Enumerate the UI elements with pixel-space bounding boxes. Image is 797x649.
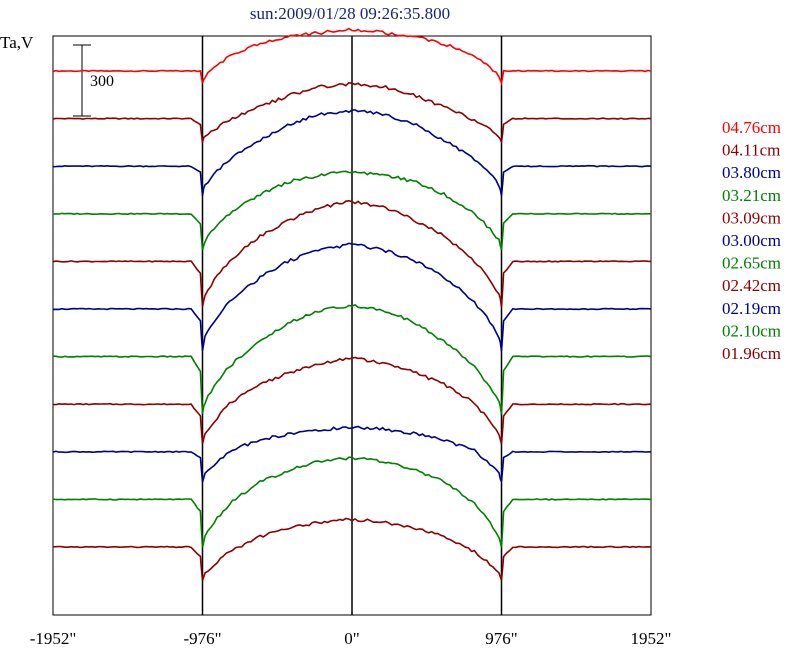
- vertical-guide-lines: [201, 36, 503, 615]
- series-lines: [52, 27, 652, 581]
- legend-item: 04.11cm: [722, 141, 780, 160]
- legend-item: 01.96cm: [722, 344, 781, 363]
- series-line-02.42cm: [53, 356, 652, 445]
- legend-item: 03.00cm: [722, 231, 781, 250]
- chart-title: sun:2009/01/28 09:26:35.800: [250, 4, 450, 23]
- x-tick-label: -976": [183, 629, 221, 648]
- y-axis-label: Ta,V: [0, 33, 34, 52]
- scale-bar-label: 300: [90, 73, 114, 90]
- x-tick-label: 976": [485, 629, 517, 648]
- x-tick-label: 1952": [631, 629, 672, 648]
- legend-item: 02.42cm: [722, 276, 781, 295]
- series-line-03.80cm: [52, 109, 652, 197]
- series-line-02.19cm: [52, 425, 652, 483]
- legend-item: 03.80cm: [722, 163, 781, 182]
- series-line-01.96cm: [52, 517, 652, 581]
- legend-item: 02.65cm: [722, 254, 781, 273]
- x-axis-ticks: -1952" -976" 0" 976" 1952": [30, 629, 672, 648]
- series-line-02.10cm: [52, 456, 652, 548]
- legend: 04.76cm 04.11cm 03.80cm 03.21cm 03.09cm 03.00…: [722, 118, 781, 363]
- legend-item: 03.09cm: [722, 208, 781, 227]
- series-line-03.21cm: [52, 170, 651, 251]
- series-line-02.65cm: [52, 303, 652, 415]
- legend-item: 02.19cm: [722, 299, 781, 318]
- series-line-03.09cm: [52, 199, 652, 308]
- legend-item: 04.76cm: [722, 118, 781, 137]
- x-tick-label: -1952": [30, 629, 77, 648]
- x-tick-label: 0": [344, 629, 359, 648]
- series-line-03.00cm: [52, 242, 652, 352]
- legend-item: 02.10cm: [722, 321, 781, 340]
- legend-item: 03.21cm: [722, 186, 781, 205]
- scale-bar: 300: [73, 44, 114, 117]
- series-line-04.11cm: [52, 81, 652, 143]
- series-line-04.76cm: [52, 27, 652, 87]
